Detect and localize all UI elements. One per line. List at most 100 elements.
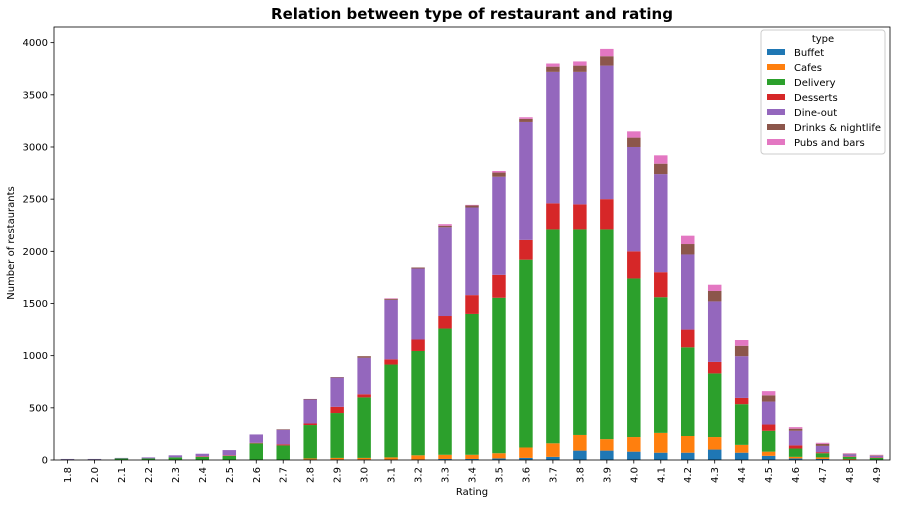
bar-segment xyxy=(842,458,857,460)
bar-segment xyxy=(627,131,641,138)
bar-segment xyxy=(546,63,560,67)
x-tick-label: 3.1 xyxy=(387,467,398,483)
bar-segment xyxy=(869,454,884,456)
bar-segment xyxy=(600,450,614,460)
bar-segment xyxy=(249,443,263,460)
x-tick-label: 2.4 xyxy=(198,467,209,483)
bar-segment xyxy=(195,456,210,460)
bar-segment xyxy=(492,170,506,173)
legend-title: type xyxy=(812,34,834,45)
y-tick-label: 1000 xyxy=(23,351,48,362)
axes-layer: 0 500 1000 1500 2000 2500 3000 3500 4000 1.8 2.0 2.… xyxy=(23,26,891,483)
bar-segment xyxy=(330,377,344,378)
bar-segment xyxy=(519,117,533,119)
bar-segment xyxy=(600,199,614,230)
legend-label: Delivery xyxy=(794,78,836,89)
bar-segment xyxy=(438,224,452,226)
bar-segment xyxy=(707,437,722,450)
bar-segment xyxy=(815,443,830,446)
x-tick-label: 2.9 xyxy=(333,467,344,483)
bar-segment xyxy=(654,452,668,460)
bar-segment xyxy=(815,453,830,458)
x-tick-label: 2.7 xyxy=(279,467,290,483)
bar-segment xyxy=(600,56,614,66)
x-tick-label: 2.2 xyxy=(144,467,155,483)
legend-swatch xyxy=(767,124,785,130)
bar-segment xyxy=(546,443,560,457)
y-tick-label: 1500 xyxy=(23,299,48,310)
y-axis-label: Number of restaurants xyxy=(6,186,17,300)
bar-segment xyxy=(681,329,695,348)
legend-items: Buffet Cafes Delivery Desserts Dine-out Drink… xyxy=(767,48,881,149)
bar-segment xyxy=(734,356,749,398)
bar-segment xyxy=(546,456,560,460)
bars-layer xyxy=(60,48,884,460)
bar-segment xyxy=(707,361,722,374)
bar-segment xyxy=(627,251,641,279)
x-tick-label: 2.0 xyxy=(90,467,101,483)
y-tick-label: 2000 xyxy=(23,247,48,258)
legend-label: Cafes xyxy=(794,63,822,74)
bar-segment xyxy=(411,339,425,351)
x-tick-label: 1.8 xyxy=(63,467,74,483)
x-tick-label: 4.0 xyxy=(629,467,640,483)
x-tick-label: 2.3 xyxy=(171,467,182,483)
bar-segment xyxy=(492,172,506,177)
bar-segment xyxy=(222,455,237,456)
bar-segment xyxy=(842,456,857,459)
bar-segment xyxy=(303,458,317,460)
legend-label: Buffet xyxy=(794,48,824,59)
bar-segment xyxy=(141,457,156,459)
bar-segment xyxy=(465,454,479,459)
bar-segment xyxy=(815,457,830,459)
bar-segment xyxy=(869,457,884,458)
bar-segment xyxy=(276,444,290,446)
bar-segment xyxy=(465,295,479,314)
bar-segment xyxy=(707,290,722,302)
x-tick-label: 3.6 xyxy=(521,467,532,483)
bar-segment xyxy=(519,118,533,122)
bar-segment xyxy=(195,456,210,457)
legend-swatch xyxy=(767,94,785,100)
bar-segment xyxy=(384,364,398,458)
bar-segment xyxy=(573,229,587,435)
bar-segment xyxy=(681,244,695,255)
bar-segment xyxy=(681,436,695,453)
bar-segment xyxy=(627,437,641,452)
bar-segment xyxy=(707,301,722,362)
bar-segment xyxy=(546,71,560,204)
bar-segment xyxy=(869,457,884,460)
x-tick-label: 2.8 xyxy=(306,467,317,483)
legend-swatch xyxy=(767,49,785,55)
bar-segment xyxy=(707,284,722,291)
x-tick-label: 4.4 xyxy=(737,467,748,483)
bar-segment xyxy=(438,458,452,460)
bar-segment xyxy=(600,65,614,200)
x-tick-label: 4.6 xyxy=(791,467,802,483)
bar-segment xyxy=(734,397,749,405)
bar-segment xyxy=(842,453,857,455)
bar-segment xyxy=(627,278,641,438)
y-tick-label: 4000 xyxy=(23,38,48,49)
bar-segment xyxy=(681,235,695,245)
y-tick-label: 500 xyxy=(29,403,48,414)
bar-segment xyxy=(788,445,803,449)
bar-segment xyxy=(546,229,560,444)
y-tick-label: 2500 xyxy=(23,195,48,206)
bar-segment xyxy=(114,458,129,460)
bar-segment xyxy=(761,451,776,456)
bar-segment xyxy=(168,457,183,460)
bar-segment xyxy=(842,454,857,457)
bar-segment xyxy=(384,298,398,300)
x-tick-label: 4.7 xyxy=(818,467,829,483)
bar-segment xyxy=(842,453,857,454)
bar-segment xyxy=(761,395,776,402)
bar-segment xyxy=(330,413,344,458)
bar-segment xyxy=(734,404,749,445)
bar-segment xyxy=(734,340,749,346)
bar-segment xyxy=(438,454,452,459)
bar-segment xyxy=(788,430,803,446)
bar-segment xyxy=(168,455,183,458)
legend: type Buffet Cafes Delivery Desserts Dine-out… xyxy=(760,29,886,155)
x-tick-label: 4.8 xyxy=(845,467,856,483)
